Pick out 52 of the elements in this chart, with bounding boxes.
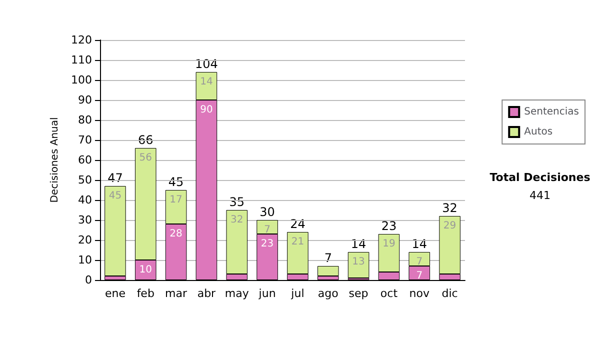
x-tick-label: abr [197, 287, 216, 300]
data-label: 7 [416, 256, 423, 268]
y-tick-label: 40 [78, 194, 92, 206]
data-label: 45 [108, 190, 122, 202]
data-label: 29 [443, 220, 456, 232]
data-label: 10 [139, 264, 152, 276]
y-tick-label: 50 [78, 174, 92, 186]
total-label: 30 [260, 205, 275, 219]
data-label: 56 [139, 152, 152, 164]
data-label: 90 [200, 104, 213, 116]
x-tick-label: oct [380, 287, 398, 300]
legend-label: Autos [524, 126, 553, 138]
data-label: 23 [260, 238, 274, 250]
x-tick-label: mar [165, 287, 188, 300]
total-label: 23 [381, 219, 397, 233]
y-tick-label: 100 [71, 74, 92, 86]
y-tick-label: 20 [78, 234, 92, 246]
x-tick-label: ene [104, 287, 126, 300]
y-tick-label: 80 [78, 114, 92, 126]
total-label: 32 [442, 201, 458, 215]
data-label: 7 [416, 270, 423, 282]
y-tick-label: 70 [78, 134, 92, 146]
x-tick-label: jul [290, 287, 304, 300]
bar [348, 252, 370, 278]
x-tick-label: may [224, 287, 250, 300]
text: Total Decisiones [490, 171, 591, 184]
x-tick-label: jun [258, 287, 276, 300]
y-tick-label: 90 [78, 94, 92, 106]
data-label: 28 [170, 228, 182, 240]
x-tick-label: dic [442, 287, 458, 300]
data-label: 32 [230, 214, 244, 226]
data-label: 13 [352, 256, 365, 268]
x-tick-label: ago [318, 287, 339, 300]
x-tick-label: feb [136, 287, 154, 300]
bar [104, 186, 126, 276]
y-tick-label: 60 [78, 154, 92, 166]
data-label: 21 [291, 236, 304, 248]
y-tick-label: 30 [78, 214, 92, 226]
y-tick-label: 110 [71, 54, 92, 66]
y-tick-label: 0 [85, 274, 92, 286]
y-axis-title: Decisiones Anual [50, 117, 61, 203]
legend-label: Sentencias [524, 106, 580, 118]
bar [317, 266, 339, 276]
data-label: 7 [264, 224, 270, 236]
text: 441 [530, 189, 550, 202]
y-tick-label: 120 [71, 34, 92, 46]
data-label: 14 [200, 76, 213, 88]
data-label: 17 [170, 194, 182, 206]
x-tick-label: sep [348, 287, 368, 300]
data-label: 19 [382, 238, 396, 250]
x-tick-label: nov [409, 287, 430, 300]
y-tick-label: 10 [78, 254, 92, 266]
